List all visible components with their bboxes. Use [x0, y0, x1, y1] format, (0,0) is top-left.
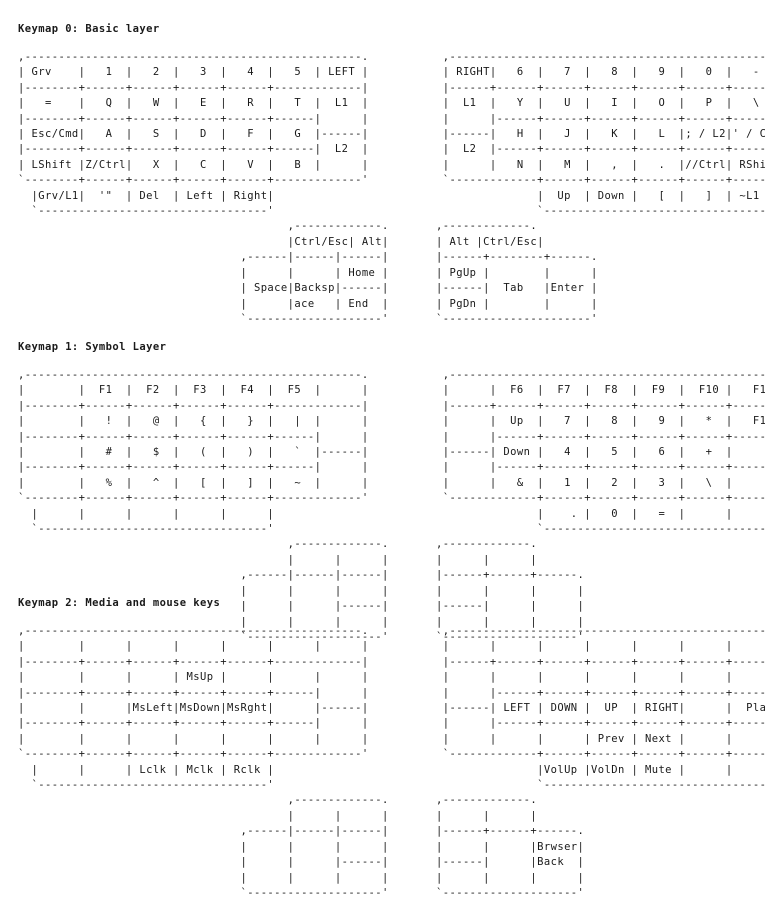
keymap-ascii-art-0: ,---------------------------------------…	[18, 51, 765, 325]
keymap-title-2: Keymap 2: Media and mouse keys	[18, 597, 221, 609]
keymap-ascii-art-2: ,---------------------------------------…	[18, 625, 765, 899]
keymap-title-0: Keymap 0: Basic layer	[18, 23, 160, 35]
keymap-block-2: Keymap 2: Media and mouse keys ,--------…	[18, 596, 765, 901]
keymap-block-1: Keymap 1: Symbol Layer ,----------------…	[18, 340, 765, 645]
keymap-ascii-art-1: ,---------------------------------------…	[18, 369, 765, 643]
keymap-block-0: Keymap 0: Basic layer ,-----------------…	[18, 22, 765, 327]
keymap-title-1: Keymap 1: Symbol Layer	[18, 341, 167, 353]
